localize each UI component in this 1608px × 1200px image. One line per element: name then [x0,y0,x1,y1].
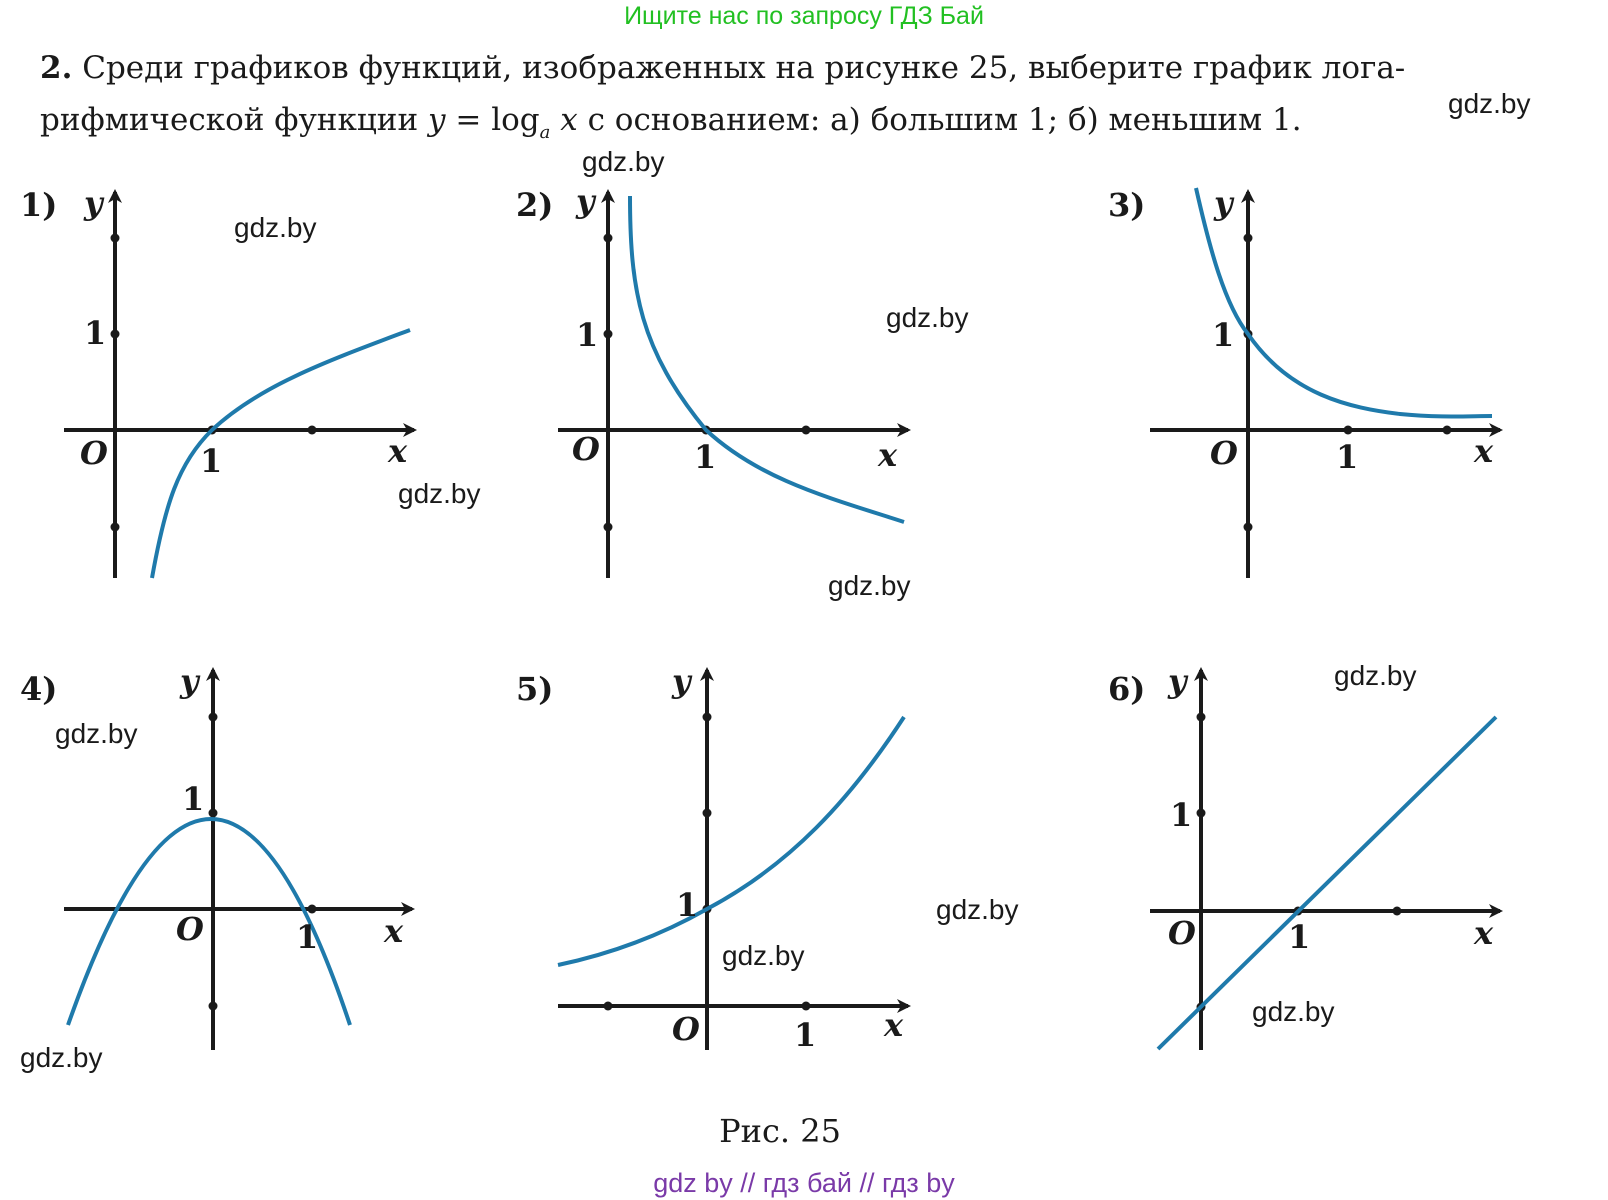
tick-point [208,1001,218,1011]
tick-point [702,808,712,818]
tick-point [702,712,712,722]
function-curve [1194,187,1493,419]
watermark: gdz.by [828,570,911,601]
function-curve [628,195,905,524]
function-line [1156,715,1498,1051]
watermark: gdz.by [936,894,1019,925]
watermark: gdz.by [55,718,138,749]
tick-label: 1 [676,886,698,924]
tick-label: 1 [1170,796,1192,834]
graph-label: 3) [1108,186,1145,224]
x-axis-label: x [1473,914,1494,952]
tick-point [603,522,613,532]
x-axis-label: x [383,912,404,950]
problem-line2-end: с основанием: а) большим 1; б) меньшим 1… [587,102,1302,138]
tick-point [208,808,218,818]
tick-label: 1 [794,1016,816,1054]
y-axis-label: y [179,662,201,700]
tick-point [110,329,120,339]
y-axis-label: y [1167,662,1189,700]
tick-point [110,522,120,532]
formula-x: x [560,102,578,138]
tick-label: 1 [1336,438,1358,476]
watermark: gdz.by [1334,660,1417,691]
problem-number: 2. [40,50,73,86]
problem-line-2: рифмической функции y = loga x с основан… [40,94,1600,159]
watermark: gdz.by [398,478,481,509]
tick-label: 1 [84,314,106,352]
formula-eq: = [455,102,482,138]
tick-point [1196,808,1206,818]
origin-label: O [572,430,600,468]
watermark: gdz.by [1252,996,1335,1027]
top-banner: Ищите нас по запросу ГДЗ Бай [624,2,984,30]
tick-point [110,233,120,243]
tick-point [307,425,317,435]
watermark: gdz.by [234,212,317,243]
problem-line2-start: рифмической функции [40,102,419,138]
graph-6: 6) y x O 1 1 [1108,662,1503,1051]
graph-label: 6) [1108,670,1145,708]
y-axis-label: y [575,182,597,220]
function-curve [66,817,352,1026]
x-axis-label: x [877,436,898,474]
watermark: gdz.by [886,302,969,333]
tick-point [208,712,218,722]
tick-label: 1 [296,918,318,956]
origin-label: O [1210,434,1238,472]
origin-label: O [672,1010,700,1048]
tick-point [603,233,613,243]
graph-4: 4) y x O 1 1 [20,662,415,1050]
formula-y: y [427,102,446,138]
tick-point [307,904,317,914]
tick-label: 1 [182,780,204,818]
tick-point [603,1001,613,1011]
graph-label: 2) [516,186,553,224]
graph-label: 1) [20,186,57,224]
tick-point [801,425,811,435]
problem-line1-text: Среди графиков функций, изображенных на … [82,50,1406,86]
formula-log: log [491,102,540,138]
x-axis-label: x [1473,432,1494,470]
x-axis-label: x [883,1006,904,1044]
function-curve [150,328,411,579]
graph-label: 4) [20,670,57,708]
y-axis-label: y [671,662,693,700]
tick-point [801,1001,811,1011]
function-curve [557,715,906,967]
origin-label: O [176,910,204,948]
origin-label: O [1168,914,1196,952]
formula-base: a [539,122,551,143]
watermark: gdz.by [722,940,805,971]
tick-point [1196,712,1206,722]
figure-caption: Рис. 25 [719,1112,841,1150]
graph-1: 1) y x O 1 1 [20,184,417,579]
problem-text: 2. Среди графиков функций, изображенных … [40,42,1600,159]
tick-point [603,329,613,339]
graph-label: 5) [516,670,553,708]
watermark: gdz.by [20,1042,103,1073]
tick-point [1243,233,1253,243]
origin-label: O [80,434,108,472]
watermark: gdz.by [1448,88,1531,119]
graph-5: 5) y x O 1 1 [516,662,911,1054]
footer-links: gdz by // гдз бай // гдз by [653,1168,955,1198]
tick-point [1343,425,1353,435]
tick-label: 1 [694,438,716,476]
tick-label: 1 [576,316,598,354]
tick-point [1392,906,1402,916]
y-axis-label: y [1213,184,1235,222]
graph-3: 3) y x O 1 1 [1108,184,1503,578]
x-axis-label: x [387,432,408,470]
tick-label: 1 [200,442,222,480]
problem-line-1: 2. Среди графиков функций, изображенных … [40,42,1600,94]
tick-point [1243,522,1253,532]
y-axis-label: y [83,184,105,222]
tick-label: 1 [1212,316,1234,354]
watermark: gdz.by [582,146,665,177]
tick-label: 1 [1288,918,1310,956]
graph-2: 2) y x O 1 1 [516,182,911,578]
tick-point [1442,425,1452,435]
